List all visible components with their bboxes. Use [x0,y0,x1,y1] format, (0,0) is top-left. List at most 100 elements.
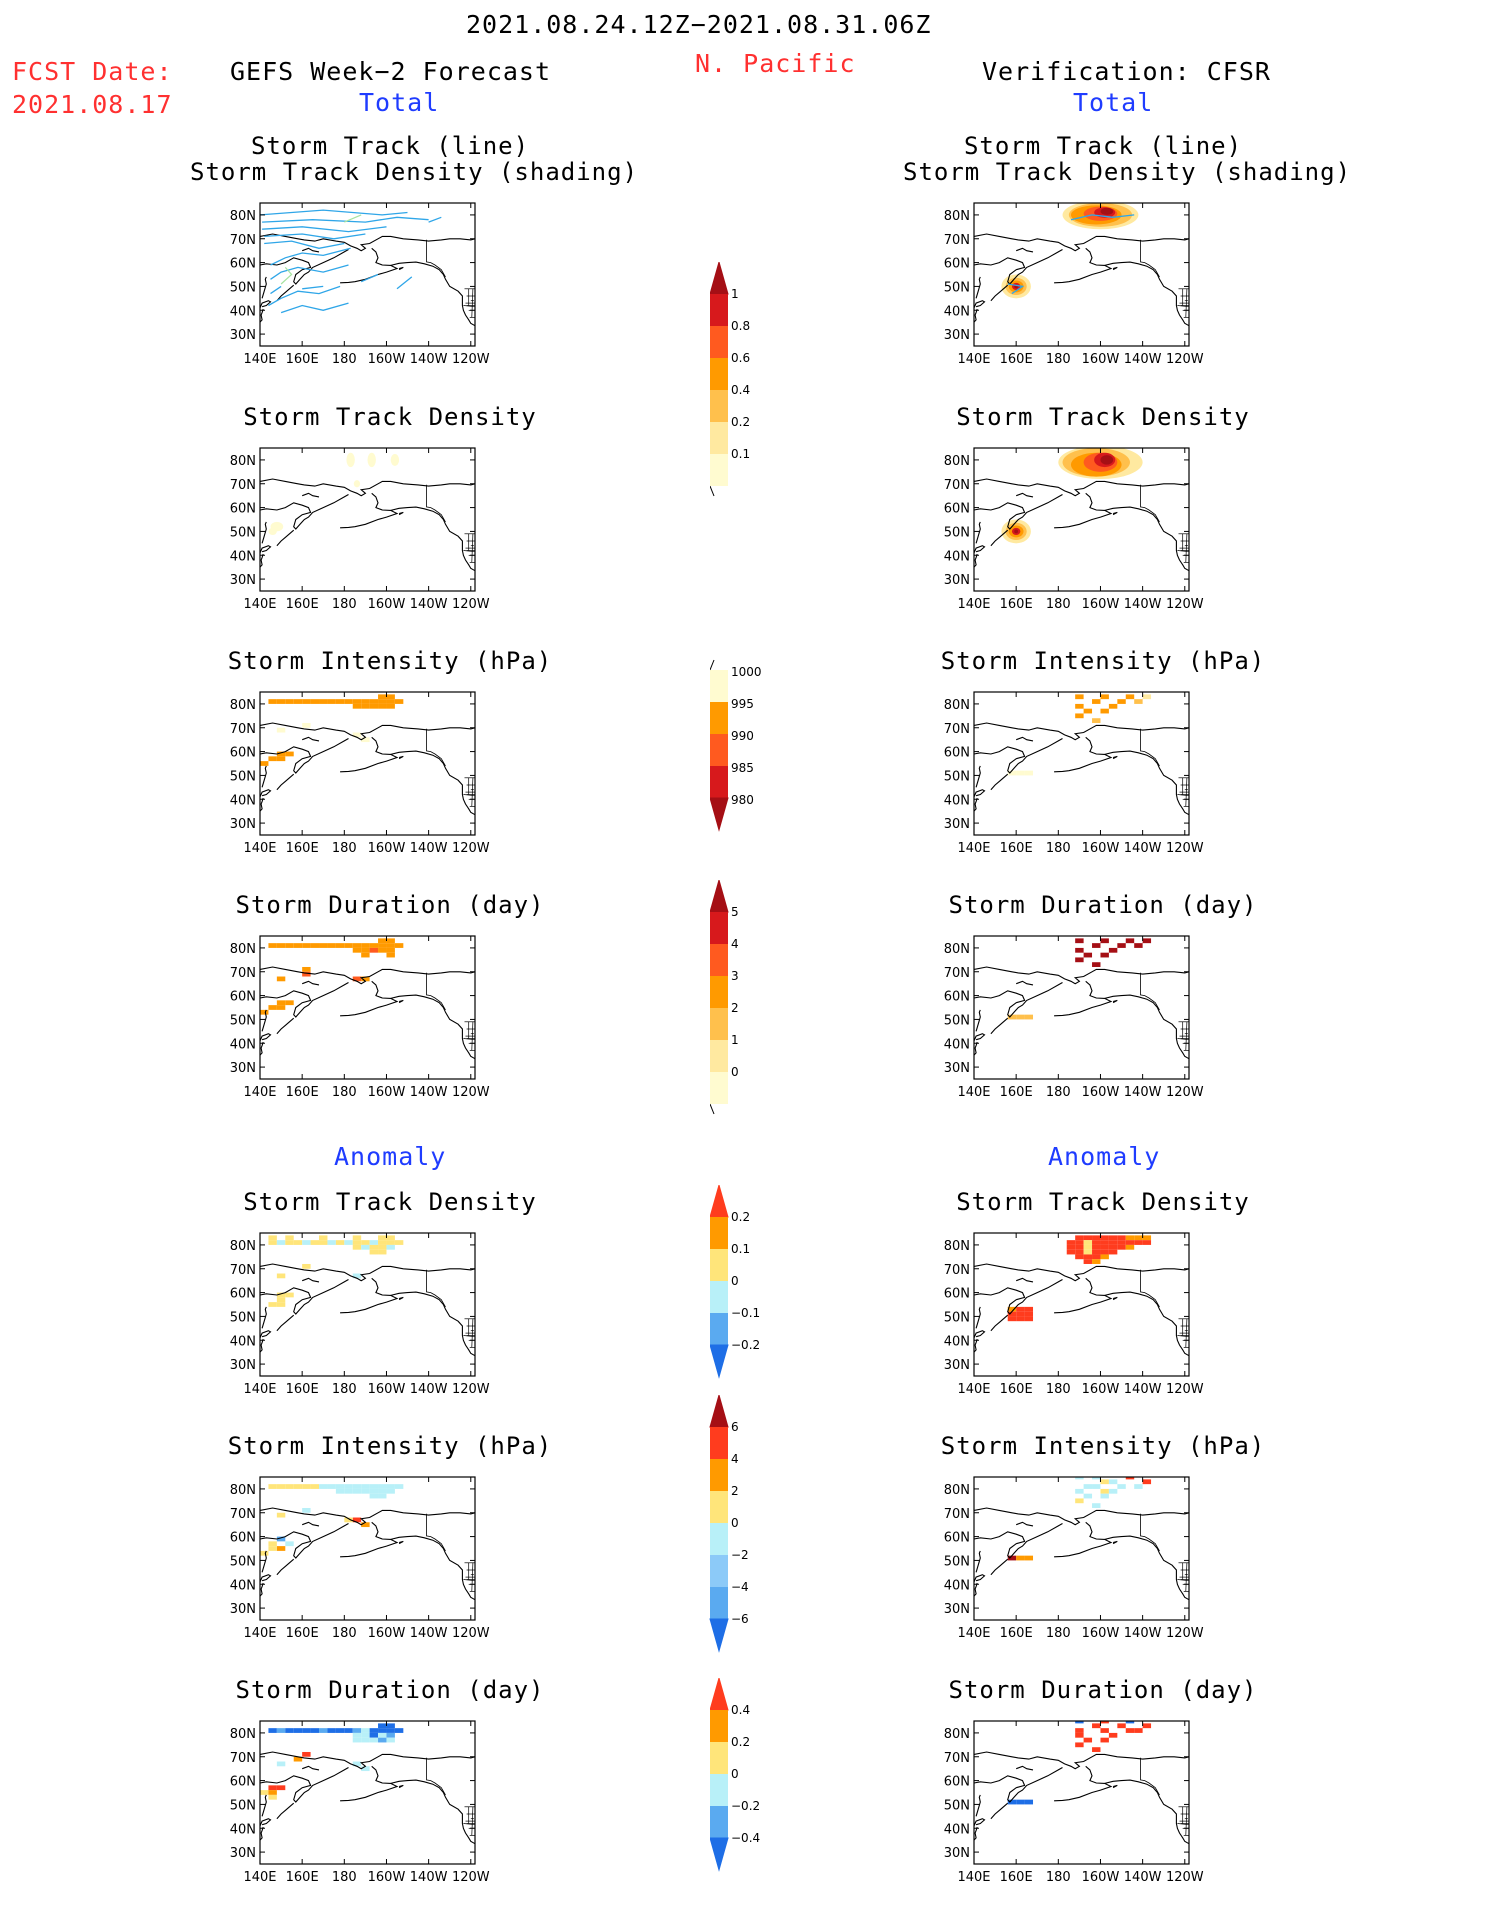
map-frame [973,691,1190,836]
storm-track-line [262,226,387,233]
lat-tick-label: 80N [944,942,970,957]
colorbar-segment [710,1742,728,1774]
grid-cell [268,1728,277,1733]
lat-tick-label: 70N [944,966,970,981]
lon-tick-label: 120W [1166,352,1204,367]
lat-tick-label: 70N [230,1263,256,1278]
panel-title: Storm Duration (day) [235,1676,545,1704]
coastline [398,1784,404,1789]
grid-cell [285,1292,294,1298]
colorbar-intensity-total: 1000 995 990 985 980 [710,659,762,832]
grid-cell [394,943,404,948]
grid-cell [1108,1235,1118,1241]
lon-tick-label: 160W [368,1085,406,1100]
map-panel-gefs-anom-duration: 80N 70N 60N 50N 40N 30N 140E 160E 180 160W 140W 120… [230,1720,490,1885]
colorbar-segment [710,1313,728,1345]
grid-cell [1100,952,1109,958]
panel-title: Storm Track Density (shading) [903,158,1352,186]
coastline [340,247,399,284]
grid-cell [1092,943,1101,948]
lat-tick-label: 50N [944,769,970,784]
colorbar-segment [710,1427,728,1459]
coastline [990,1802,1009,1820]
colorbar-segment [710,734,728,766]
lat-tick-label: 30N [230,1846,256,1861]
grid-cell [361,1522,370,1528]
grid-cell [1108,703,1118,709]
map-frame [259,935,476,1080]
map-plot-area [260,938,475,1060]
lon-tick-label: 140E [957,1626,990,1641]
map-panel-gefs-total-track: 80N 70N 60N 50N 40N 30N 140E 160E 180 160W 140W 120… [230,202,490,367]
lat-tick-label: 60N [944,746,970,761]
coastline [1104,1535,1189,1601]
lat-tick-label: 40N [944,304,970,319]
grid-cell [335,1488,345,1494]
lon-tick-label: 140W [410,1085,448,1100]
lat-tick-label: 70N [944,478,970,493]
grid-cell [1024,770,1034,776]
lat-tick-label: 80N [944,209,970,224]
grid-cell [1075,1235,1084,1241]
panel-title: Storm Track Density [243,403,537,431]
lat-tick-label: 30N [230,573,256,588]
grid-cell [1066,1244,1076,1250]
grid-cell [1007,1799,1017,1805]
coastline [260,545,272,554]
lon-tick-label: 160E [286,1085,319,1100]
grid-cell [352,976,362,982]
grid-cell [394,1728,404,1733]
lon-tick-label: 120W [452,352,490,367]
grid-cell [352,1517,362,1523]
coastline [390,1291,475,1357]
grid-cell [352,699,362,704]
fcst-date-label: FCST Date: [12,57,173,86]
grid-cell [369,699,379,704]
coastline [1112,1540,1118,1545]
coastline [260,1826,264,1841]
grid-cell [310,699,320,704]
map-plot-area [974,1235,1189,1357]
colorbar-label: 4 [731,1452,739,1466]
panel-title: Storm Duration (day) [948,891,1258,919]
grid-cell [361,1732,370,1738]
lat-tick-label: 60N [230,257,256,272]
grid-cell [1142,1240,1152,1245]
lat-tick-label: 70N [944,1507,970,1522]
grid-cell [268,1484,277,1489]
lon-tick-label: 180 [332,1626,357,1641]
grid-cell [369,1249,379,1255]
grid-cell [378,699,387,704]
coastline [1016,1765,1034,1771]
grid-cell [1100,1728,1109,1733]
colorbar-label: 6 [731,1420,739,1434]
grid-cell [1066,1240,1076,1245]
grid-cell [293,1484,303,1489]
grid-cell [268,1794,277,1800]
coastline [974,1523,1063,1559]
storm-track-line [270,285,282,295]
grid-cell [276,1292,286,1298]
grid-cell [352,1728,362,1733]
grid-cell [1100,938,1109,944]
panel-title: Storm Intensity (hPa) [227,647,553,675]
storm-track-line [270,247,351,266]
coastline [975,276,981,299]
lon-tick-label: 160E [1000,1382,1033,1397]
storm-track-line [302,285,324,290]
colorbar-segment [709,1395,729,1428]
lon-tick-label: 140E [957,352,990,367]
lat-tick-label: 50N [230,1310,256,1325]
lat-tick-label: 40N [944,1822,970,1837]
lat-tick-label: 80N [944,1727,970,1742]
grid-cell [276,1273,286,1279]
coastline [302,736,320,742]
grid-cell [1083,1240,1093,1245]
grid-cell [1100,1737,1109,1743]
storm-track-line [264,240,345,249]
lat-tick-label: 40N [230,1578,256,1593]
colorbar-label: 5 [731,905,739,919]
lon-tick-label: 140W [410,1870,448,1885]
grid-cell [1108,1479,1118,1485]
lon-tick-label: 160W [368,597,406,612]
